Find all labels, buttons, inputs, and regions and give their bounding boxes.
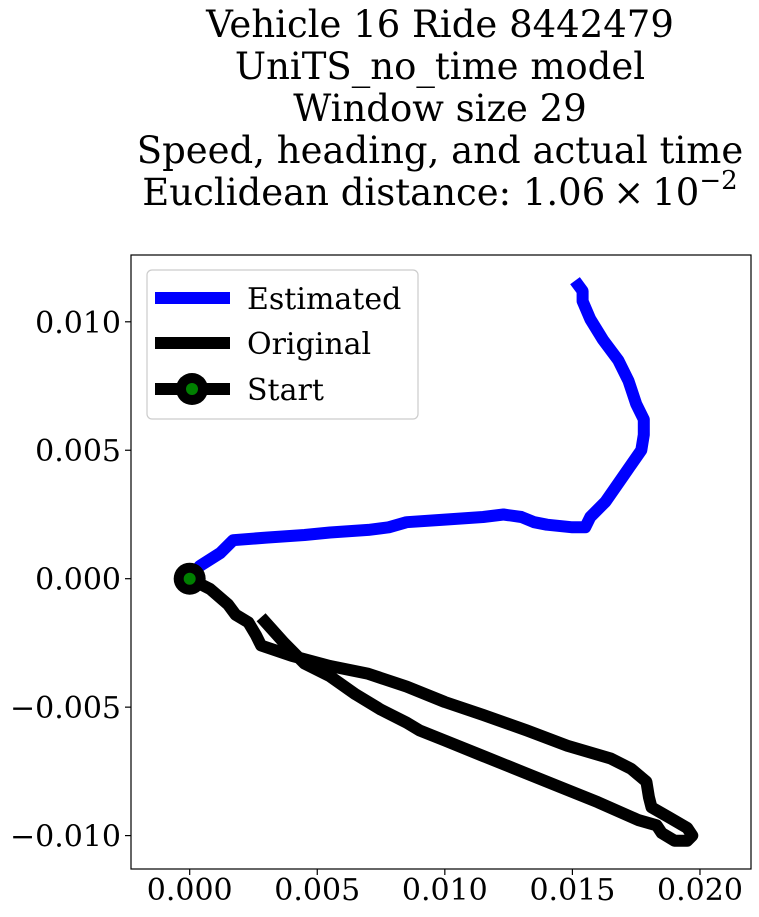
y-tick-label: 0.010 <box>35 306 121 341</box>
title-line-2: UniTS_no_time model <box>235 45 645 89</box>
plot-frame <box>130 254 752 870</box>
legend-box <box>146 269 419 420</box>
title-distance-base: 10 <box>652 171 699 214</box>
x-tick-label: 0.010 <box>402 873 488 908</box>
plot-area <box>173 277 699 847</box>
x-tick-label: 0.020 <box>657 873 743 908</box>
y-tick-label: −0.005 <box>10 691 121 726</box>
x-tick-label: 0.015 <box>529 873 615 908</box>
legend-label-estimated: Estimated <box>247 282 401 317</box>
axes-ticks: 0.000 0.005 0.010 0.015 0.020 −0.010 −0.005 0.0… <box>10 306 743 908</box>
series-line-original <box>186 573 699 847</box>
title-line-1: Vehicle 16 Ride 8442479 <box>205 3 674 46</box>
title-line-5: Euclidean distance: 1.06 × 10−2 <box>142 166 737 214</box>
title-distance-times: × <box>613 171 644 214</box>
y-tick-label: 0.000 <box>35 563 121 598</box>
title-distance-exponent: −2 <box>699 166 737 196</box>
y-tick-label: −0.010 <box>10 820 121 855</box>
start-marker-center <box>183 572 196 585</box>
series-line-estimated <box>185 277 650 583</box>
legend-label-start: Start <box>247 373 324 408</box>
legend-label-original: Original <box>247 327 371 362</box>
y-tick-label: 0.005 <box>35 434 121 469</box>
x-tick-label: 0.000 <box>147 873 233 908</box>
title-distance-prefix: Euclidean distance: 1.06 <box>142 171 605 214</box>
chart-title: Vehicle 16 Ride 8442479 UniTS_no_time mo… <box>137 3 744 214</box>
title-line-3: Window size 29 <box>293 87 587 130</box>
x-tick-label: 0.005 <box>274 873 360 908</box>
legend-start-marker-center <box>186 383 198 395</box>
legend: Estimated Original Start <box>146 269 419 420</box>
title-line-4: Speed, heading, and actual time <box>137 129 744 172</box>
